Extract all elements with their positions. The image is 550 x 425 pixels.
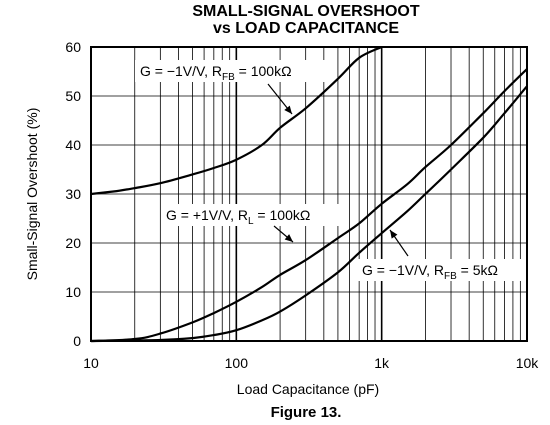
y-tick-label: 10 [65,284,81,300]
series-line-1 [90,45,383,196]
series-annotation-1: G = −1V/V, RFB = 100kΩ [140,63,292,83]
annotations: G = −1V/V, RFB = 100kΩ G = +1V/V, RL = 10… [135,60,525,282]
x-tick-label: 10 [83,355,99,371]
annotation-arrowhead [284,105,292,114]
series-annotation-2: G = +1V/V, RL = 100kΩ [166,207,310,227]
y-tick-label: 60 [65,39,81,55]
series-lines [90,45,528,343]
annotation-background [162,204,340,226]
annotation-background [135,60,325,82]
chart-title-line-2: vs LOAD CAPACITANCE [213,20,399,37]
y-axis-label: Small-Signal Overshoot (%) [24,108,40,281]
y-tick-label: 30 [65,186,81,202]
annotation-background [358,259,525,281]
y-tick-label: 50 [65,88,81,104]
y-tick-label: 40 [65,137,81,153]
annotation-arrowhead [390,230,398,239]
annotation-arrowhead [284,234,293,242]
series-annotation-3: G = −1V/V, RFB = 5kΩ [362,262,498,282]
plot-frame [90,46,528,342]
x-axis-label: Load Capacitance (pF) [237,381,379,397]
y-tick-label: 0 [73,333,81,349]
x-tick-label: 10k [516,355,540,371]
figure-caption: Figure 13. [271,404,342,421]
grid [91,47,527,341]
series-line-3 [90,85,528,343]
x-tick-label: 100 [225,355,249,371]
chart-title-line-1: SMALL-SIGNAL OVERSHOOT [192,3,419,20]
series-line-2 [90,68,528,343]
x-tick-label: 1k [374,355,390,371]
y-tick-label: 20 [65,235,81,251]
